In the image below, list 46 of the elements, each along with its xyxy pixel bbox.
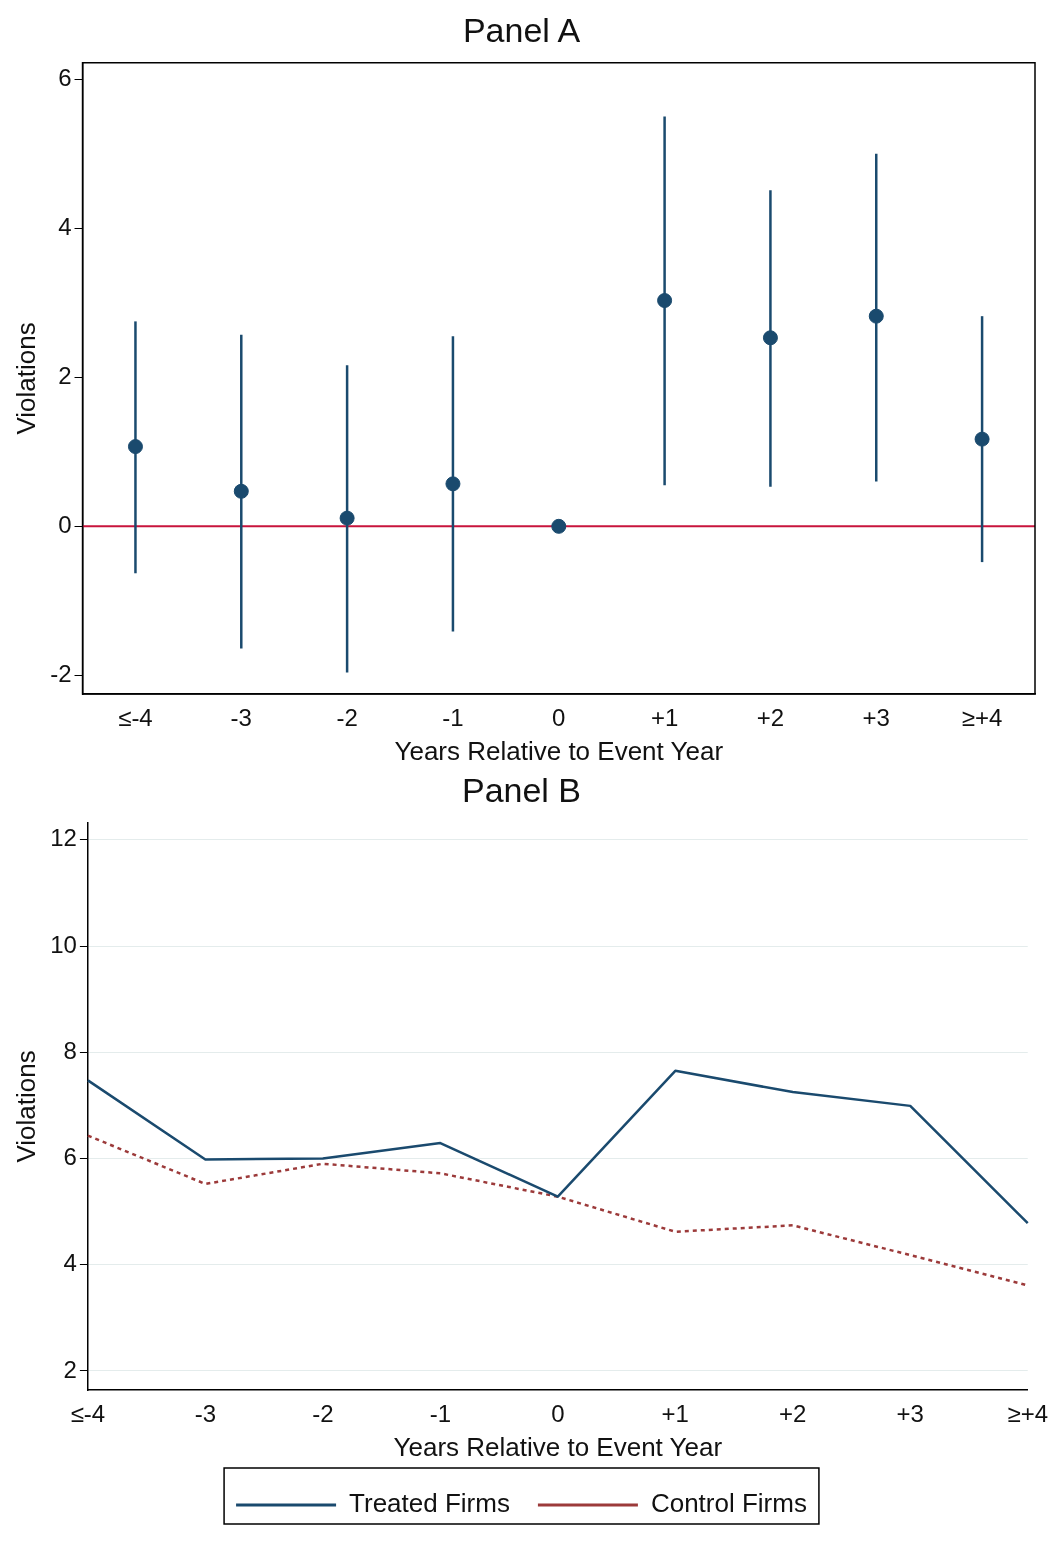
x-tick-label: -1 — [442, 704, 464, 732]
point — [657, 293, 673, 309]
y-tick-label: 2 — [58, 361, 72, 389]
y-tick-label: 4 — [58, 212, 72, 240]
point — [762, 330, 778, 346]
point — [233, 483, 249, 499]
x-tick-label: +2 — [779, 1400, 807, 1428]
y-tick-label: 6 — [58, 63, 72, 91]
x-tick-label: -2 — [336, 704, 358, 732]
x-tick-label: ≥+4 — [961, 704, 1003, 732]
x-tick-label: ≤-4 — [118, 704, 153, 732]
y-tick-label: 4 — [63, 1249, 77, 1277]
x-axis-title: Years Relative to Event Year — [393, 1431, 723, 1462]
chart-title: Panel A — [462, 10, 581, 49]
x-tick-label: -3 — [194, 1400, 217, 1428]
point — [974, 431, 990, 447]
x-axis-title: Years Relative to Event Year — [394, 735, 724, 766]
x-tick-label: 0 — [552, 704, 566, 732]
point — [445, 476, 461, 492]
chart-title: Panel B — [461, 770, 582, 809]
point — [339, 510, 355, 526]
y-tick-label: 10 — [50, 930, 77, 958]
y-tick-label: 12 — [50, 824, 77, 852]
y-axis-title: Violations — [10, 322, 41, 435]
y-tick-label: 6 — [63, 1143, 77, 1171]
x-tick-label: -3 — [230, 704, 252, 732]
point — [551, 518, 567, 534]
legend-label: Treated Firms — [349, 1488, 510, 1519]
x-tick-label: +3 — [896, 1400, 924, 1428]
x-tick-label: -2 — [312, 1400, 334, 1428]
legend-label: Control Firms — [650, 1488, 807, 1519]
x-tick-label: ≤-4 — [70, 1400, 106, 1428]
x-tick-label: +1 — [650, 704, 679, 732]
y-axis-title: Violations — [10, 1050, 41, 1163]
y-tick-label: -2 — [50, 659, 72, 687]
y-tick-label: 8 — [63, 1036, 77, 1064]
y-tick-label: 2 — [63, 1355, 77, 1383]
x-tick-label: -1 — [429, 1400, 452, 1428]
x-tick-label: +3 — [862, 704, 890, 732]
y-tick-label: 0 — [58, 510, 72, 538]
x-tick-label: +2 — [756, 704, 785, 732]
x-tick-label: +1 — [661, 1400, 689, 1428]
x-tick-label: 0 — [551, 1400, 565, 1428]
point — [127, 439, 143, 455]
x-tick-label: ≥+4 — [1007, 1400, 1049, 1428]
point — [868, 308, 884, 324]
